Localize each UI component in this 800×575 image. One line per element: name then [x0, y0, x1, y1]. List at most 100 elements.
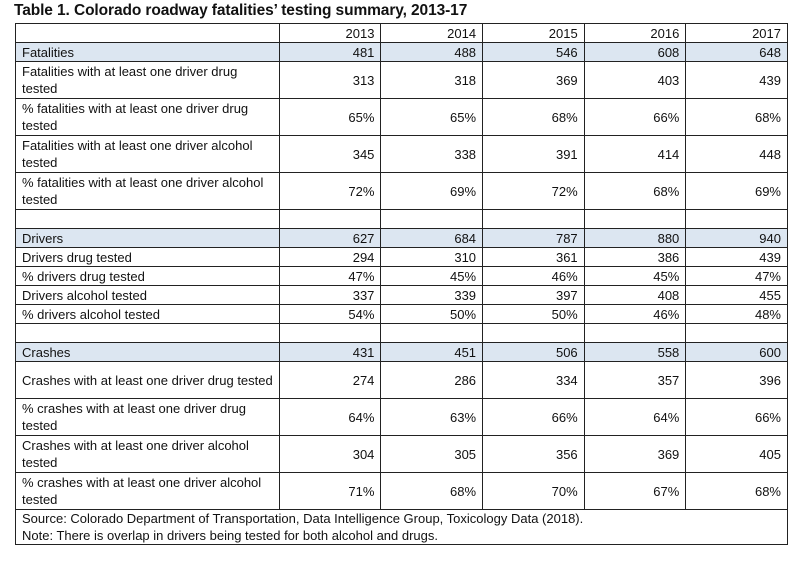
cell-value: 455	[685, 285, 788, 305]
cell-value: 369	[482, 61, 585, 99]
cell-value: 69%	[685, 172, 788, 210]
cell-value: 361	[482, 247, 585, 267]
cell-value	[685, 323, 788, 343]
table-row: % crashes with at least one driver drug …	[15, 398, 788, 436]
table-row: Drivers alcohol tested 337 339 397 408 455	[15, 285, 788, 305]
cell-value: 310	[380, 247, 484, 267]
row-label: % drivers drug tested	[15, 266, 280, 286]
section-header-row: Drivers 627 684 787 880 940	[15, 228, 788, 248]
cell-value: 787	[482, 228, 585, 248]
row-label: % crashes with at least one driver drug …	[15, 398, 280, 436]
cell-value: 50%	[380, 304, 484, 324]
cell-value: 68%	[685, 98, 788, 136]
cell-value: 369	[583, 435, 687, 473]
header-row: 2013 2014 2015 2016 2017	[15, 23, 788, 43]
year-header: 2017	[685, 23, 788, 43]
spacer-row	[15, 209, 788, 229]
cell-value: 356	[482, 435, 585, 473]
cell-value: 48%	[685, 304, 788, 324]
cell-value: 880	[583, 228, 687, 248]
spacer-row	[15, 323, 788, 343]
cell-value: 66%	[482, 398, 585, 436]
row-label: Drivers alcohol tested	[15, 285, 280, 305]
cell-value: 439	[685, 247, 788, 267]
cell-value: 68%	[482, 98, 585, 136]
year-header: 2016	[583, 23, 687, 43]
cell-value: 481	[278, 42, 382, 62]
row-label	[15, 209, 280, 229]
table-row: Crashes with at least one driver drug te…	[15, 361, 788, 399]
cell-value	[583, 323, 687, 343]
row-label: Drivers	[15, 228, 280, 248]
cell-value: 286	[380, 361, 484, 399]
cell-value: 357	[583, 361, 687, 399]
cell-value: 46%	[583, 304, 687, 324]
table-row: Crashes with at least one driver alcohol…	[15, 435, 788, 473]
cell-value: 54%	[278, 304, 382, 324]
cell-value: 305	[380, 435, 484, 473]
cell-value	[380, 209, 484, 229]
cell-value: 940	[685, 228, 788, 248]
table-row: Drivers drug tested 294 310 361 386 439	[15, 247, 788, 267]
cell-value: 67%	[583, 472, 687, 510]
row-label: Fatalities with at least one driver alco…	[15, 135, 280, 173]
cell-value: 397	[482, 285, 585, 305]
table-row: % fatalities with at least one driver al…	[15, 172, 788, 210]
cell-value: 72%	[482, 172, 585, 210]
cell-value: 68%	[685, 472, 788, 510]
cell-value: 45%	[380, 266, 484, 286]
cell-value: 608	[583, 42, 687, 62]
cell-value: 338	[380, 135, 484, 173]
cell-value: 318	[380, 61, 484, 99]
cell-value: 68%	[583, 172, 687, 210]
cell-value: 70%	[482, 472, 585, 510]
cell-value: 71%	[278, 472, 382, 510]
cell-value: 396	[685, 361, 788, 399]
header-blank	[15, 23, 280, 43]
source-text: Source: Colorado Department of Transport…	[15, 509, 788, 527]
cell-value: 488	[380, 42, 484, 62]
cell-value: 339	[380, 285, 484, 305]
year-header: 2014	[380, 23, 484, 43]
cell-value: 304	[278, 435, 382, 473]
cell-value: 448	[685, 135, 788, 173]
cell-value: 431	[278, 342, 382, 362]
table-row: % crashes with at least one driver alcoh…	[15, 472, 788, 510]
cell-value: 65%	[380, 98, 484, 136]
cell-value: 408	[583, 285, 687, 305]
row-label: Fatalities with at least one driver drug…	[15, 61, 280, 99]
cell-value: 64%	[583, 398, 687, 436]
table-row: % drivers alcohol tested 54% 50% 50% 46% 48%	[15, 304, 788, 324]
cell-value: 403	[583, 61, 687, 99]
cell-value: 451	[380, 342, 484, 362]
cell-value	[583, 209, 687, 229]
cell-value: 546	[482, 42, 585, 62]
cell-value: 414	[583, 135, 687, 173]
cell-value: 46%	[482, 266, 585, 286]
cell-value: 64%	[278, 398, 382, 436]
cell-value	[482, 323, 585, 343]
row-label	[15, 323, 280, 343]
cell-value: 63%	[380, 398, 484, 436]
cell-value: 47%	[278, 266, 382, 286]
year-header: 2015	[482, 23, 585, 43]
row-label: % fatalities with at least one driver dr…	[15, 98, 280, 136]
row-label: Crashes	[15, 342, 280, 362]
cell-value: 45%	[583, 266, 687, 286]
cell-value: 386	[583, 247, 687, 267]
row-label: % fatalities with at least one driver al…	[15, 172, 280, 210]
cell-value: 405	[685, 435, 788, 473]
table-row: Fatalities with at least one driver alco…	[15, 135, 788, 173]
table-title: Table 1. Colorado roadway fatalities’ te…	[14, 2, 468, 19]
cell-value: 684	[380, 228, 484, 248]
row-label: Drivers drug tested	[15, 247, 280, 267]
cell-value	[482, 209, 585, 229]
cell-value	[278, 323, 382, 343]
cell-value: 391	[482, 135, 585, 173]
cell-value: 69%	[380, 172, 484, 210]
cell-value: 334	[482, 361, 585, 399]
cell-value	[685, 209, 788, 229]
cell-value: 313	[278, 61, 382, 99]
row-label: Fatalities	[15, 42, 280, 62]
section-header-row: Fatalities 481 488 546 608 648	[15, 42, 788, 62]
